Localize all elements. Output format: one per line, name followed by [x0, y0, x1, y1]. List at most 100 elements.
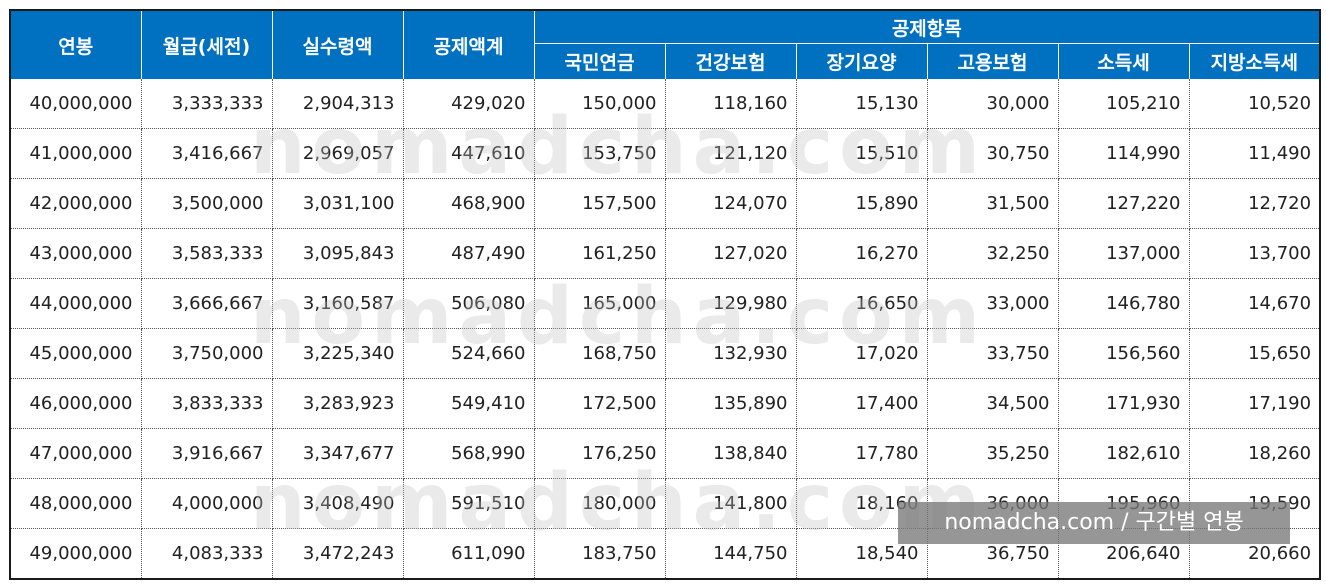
table-cell: 506,080 — [403, 278, 535, 329]
table-cell: 41,000,000 — [10, 128, 142, 179]
table-cell: 156,560 — [1058, 328, 1190, 379]
table-cell: 3,031,100 — [272, 178, 404, 229]
table-cell: 168,750 — [534, 328, 666, 379]
table-cell: 3,225,340 — [272, 328, 404, 379]
table-cell: 3,916,667 — [141, 428, 273, 479]
table-row: 43,000,000 3,583,333 3,095,843 487,490 161,2… — [10, 228, 1321, 279]
table-cell: 146,780 — [1058, 278, 1190, 329]
table-cell: 153,750 — [534, 128, 666, 179]
table-cell: 127,220 — [1058, 178, 1190, 229]
table-cell: 15,510 — [796, 128, 928, 179]
table-cell: 10,520 — [1189, 79, 1321, 129]
table-cell: 118,160 — [665, 79, 797, 129]
table-cell: 15,650 — [1189, 328, 1321, 379]
header-net-pay: 실수령액 — [272, 10, 404, 79]
table-cell: 129,980 — [665, 278, 797, 329]
header-national-pension: 국민연금 — [534, 43, 666, 79]
table-cell: 3,833,333 — [141, 378, 273, 429]
table-cell: 42,000,000 — [10, 178, 142, 229]
table-cell: 144,750 — [665, 528, 797, 579]
table-cell: 3,666,667 — [141, 278, 273, 329]
table-cell: 171,930 — [1058, 378, 1190, 429]
table-cell: 3,416,667 — [141, 128, 273, 179]
table-row: 46,000,000 3,833,333 3,283,923 549,410 172,5… — [10, 378, 1321, 429]
table-cell: 3,472,243 — [272, 528, 404, 579]
table-cell: 30,000 — [927, 79, 1059, 129]
table-cell: 35,250 — [927, 428, 1059, 479]
table-body: 40,000,000 3,333,333 2,904,313 429,020 150,0… — [10, 79, 1321, 579]
table-cell: 44,000,000 — [10, 278, 142, 329]
table-cell: 11,490 — [1189, 128, 1321, 179]
table-cell: 138,840 — [665, 428, 797, 479]
header-total-deduction: 공제액계 — [403, 10, 535, 79]
table-cell: 3,750,000 — [141, 328, 273, 379]
table-cell: 468,900 — [403, 178, 535, 229]
header-local-income-tax: 지방소득세 — [1189, 43, 1321, 79]
table-cell: 48,000,000 — [10, 478, 142, 529]
table-cell: 13,700 — [1189, 228, 1321, 279]
header-monthly-pretax: 월급(세전) — [141, 10, 273, 79]
table-cell: 121,120 — [665, 128, 797, 179]
table-cell: 33,750 — [927, 328, 1059, 379]
table-cell: 150,000 — [534, 79, 666, 129]
table-cell: 182,610 — [1058, 428, 1190, 479]
table-cell: 3,583,333 — [141, 228, 273, 279]
table-cell: 17,780 — [796, 428, 928, 479]
table-cell: 33,000 — [927, 278, 1059, 329]
salary-table-container: 연봉 월급(세전) 실수령액 공제액계 공제항목 국민연금 건강보험 장기요양 … — [9, 9, 1322, 580]
table-cell: 34,500 — [927, 378, 1059, 429]
table-row: 49,000,000 4,083,333 3,472,243 611,090 183,7… — [10, 528, 1320, 579]
table-cell: 137,000 — [1058, 228, 1190, 279]
table-cell: 429,020 — [403, 79, 535, 129]
table-cell: 141,800 — [665, 478, 797, 529]
table-cell: 15,130 — [796, 79, 928, 129]
table-cell: 3,347,677 — [272, 428, 404, 479]
table-cell: 46,000,000 — [10, 378, 142, 429]
table-cell: 114,990 — [1058, 128, 1190, 179]
table-row: 44,000,000 3,666,667 3,160,587 506,080 165,0… — [10, 278, 1321, 329]
table-row: 41,000,000 3,416,667 2,969,057 447,610 153,7… — [10, 128, 1321, 179]
table-cell: 16,270 — [796, 228, 928, 279]
table-cell: 549,410 — [403, 378, 535, 429]
table-cell: 165,000 — [534, 278, 666, 329]
table-cell: 18,260 — [1189, 428, 1321, 479]
table-cell: 43,000,000 — [10, 228, 142, 279]
table-cell: 31,500 — [927, 178, 1059, 229]
table-row: 48,000,000 4,000,000 3,408,490 591,510 180,0… — [10, 478, 1321, 529]
header-annual-salary: 연봉 — [10, 10, 142, 79]
table-cell: 40,000,000 — [10, 79, 142, 129]
table-cell: 124,070 — [665, 178, 797, 229]
header-income-tax: 소득세 — [1058, 43, 1190, 79]
table-cell: 15,890 — [796, 178, 928, 229]
table-cell: 32,250 — [927, 228, 1059, 279]
table-row: 40,000,000 3,333,333 2,904,313 429,020 150,0… — [10, 79, 1321, 129]
table-cell: 17,190 — [1189, 378, 1321, 429]
header-health-insurance: 건강보험 — [665, 43, 797, 79]
table-cell: 20,660 — [1248, 543, 1312, 564]
table-cell: 524,660 — [403, 328, 535, 379]
table-cell: 135,890 — [665, 378, 797, 429]
table-cell: 180,000 — [534, 478, 666, 529]
table-cell: 17,400 — [796, 378, 928, 429]
table-cell: 45,000,000 — [10, 328, 142, 379]
table-cell: 30,750 — [927, 128, 1059, 179]
table-cell: 161,250 — [534, 228, 666, 279]
table-cell: 2,969,057 — [272, 128, 404, 179]
table-row: 45,000,000 3,750,000 3,225,340 524,660 168,7… — [10, 328, 1321, 379]
table-cell: 3,500,000 — [141, 178, 273, 229]
table-cell: 17,020 — [796, 328, 928, 379]
table-cell: 157,500 — [534, 178, 666, 229]
table-cell: 127,020 — [665, 228, 797, 279]
table-row: 47,000,000 3,916,667 3,347,677 568,990 176,2… — [10, 428, 1321, 479]
table-cell: 4,000,000 — [141, 478, 273, 529]
table-cell: 2,904,313 — [272, 79, 404, 129]
table-cell: 18,540 — [796, 528, 928, 579]
table-cell: 3,333,333 — [141, 79, 273, 129]
header-deduction-group: 공제항목 — [534, 10, 1321, 44]
table-cell: 447,610 — [403, 128, 535, 179]
table-cell: 3,095,843 — [272, 228, 404, 279]
table-cell: 183,750 — [534, 528, 666, 579]
table-cell: 487,490 — [403, 228, 535, 279]
table-cell: 611,090 — [403, 528, 535, 579]
table-cell: 3,408,490 — [272, 478, 404, 529]
